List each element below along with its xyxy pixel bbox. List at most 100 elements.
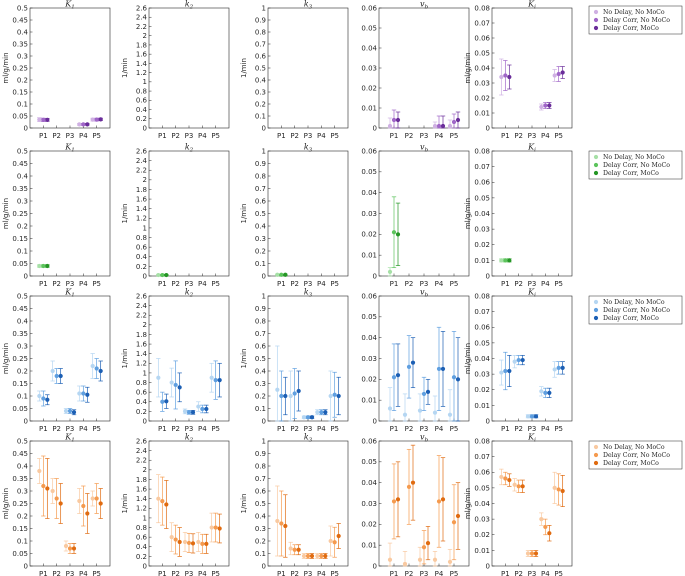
x-tick-label-p3: P3	[185, 570, 194, 576]
data-point-p1	[503, 476, 508, 481]
y-tick-label: 2.6	[136, 147, 148, 155]
y-tick-label: 0.2	[17, 222, 28, 230]
y-tick-label: 0.05	[12, 112, 28, 120]
data-point-p4	[315, 410, 320, 415]
y-tick-label: 0	[143, 124, 147, 132]
data-point-p1	[45, 117, 50, 122]
legend-marker	[593, 154, 599, 160]
data-point-p1	[507, 74, 512, 80]
y-tick-label: 0.04	[361, 479, 377, 487]
y-tick-label: 0.01	[361, 397, 377, 405]
y-tick-label: 0.04	[361, 189, 377, 197]
y-tick-label: 0.25	[12, 64, 28, 72]
plot-frame	[29, 7, 111, 129]
legend-label: Delay Corr, MoCo	[603, 460, 659, 467]
data-point-p5	[451, 375, 457, 380]
y-tick-label: 0	[373, 272, 377, 280]
y-tick-label: 0.02	[361, 231, 377, 239]
plot-frame	[491, 295, 573, 422]
y-tick-label: 1.8	[136, 186, 147, 194]
data-point-p3	[425, 540, 431, 546]
data-point-p3	[63, 408, 69, 414]
panel-title: k2	[185, 433, 194, 444]
data-point-p1	[499, 74, 504, 80]
panel-vb-row-4: 0 0.01 0.02 0.03 0.04 0.05 0.06 P1 P2 P3 P4 P5 vb	[361, 433, 470, 576]
data-point-p4	[85, 392, 90, 397]
x-tick-label-p3: P3	[528, 280, 537, 288]
data-point-p1	[156, 496, 161, 501]
x-tick-label-p3: P3	[420, 425, 429, 433]
y-tick-label: 0.05	[474, 49, 490, 57]
y-tick-label: 2.6	[136, 292, 148, 300]
legend-marker	[593, 452, 599, 458]
x-tick-label-p2: P2	[405, 570, 414, 576]
y-tick-label: 0.3	[255, 525, 266, 533]
panel-Ki-row-2: 0 0.01 0.02 0.03 0.04 0.05 0.06 0.07 0.08 P1 P2 P3 P…	[464, 143, 573, 288]
data-point-p1	[391, 117, 397, 123]
y-tick-label: 0.02	[361, 521, 377, 529]
panel-k3-row-4: 0 0.1 0.2 0.3 0.4 0.5 0.6 0.7 0.8 0.9 1 P1 P2 P3 P4 P5 k…	[240, 433, 349, 576]
y-tick-label: 0.6	[136, 389, 148, 397]
panel-title: k3	[304, 433, 313, 444]
data-point-p5	[209, 525, 214, 530]
data-point-p3	[533, 414, 539, 419]
y-tick-label: 0.5	[17, 147, 28, 155]
panel-title: vb	[420, 0, 429, 10]
plot-frame	[148, 150, 230, 277]
y-tick-label: 0.7	[255, 40, 266, 48]
y-tick-label: 0.03	[361, 64, 377, 72]
y-tick-label: 0.06	[361, 147, 377, 155]
y-tick-label: 0	[24, 562, 28, 570]
x-tick-label-p3: P3	[528, 132, 537, 140]
data-point-p1	[41, 396, 46, 401]
legend-box	[588, 440, 683, 470]
data-point-p1	[45, 397, 50, 402]
panel-K1-row-1: 0 0.05 0.1 0.15 0.2 0.25 0.3 0.35 0.4 0.45 0.5 P1 P2…	[2, 0, 111, 140]
x-tick-label-p3: P3	[420, 280, 429, 288]
legend-label: Delay Corr, MoCo	[603, 170, 659, 177]
y-tick-label: 0.3	[17, 487, 28, 495]
data-point-p4	[77, 122, 82, 127]
x-tick-label-p2: P2	[171, 425, 180, 433]
data-point-p3	[529, 414, 535, 419]
y-tick-label: 0.6	[255, 52, 267, 60]
data-point-p3	[182, 539, 188, 545]
plot-frame	[148, 7, 230, 129]
data-point-p1	[279, 272, 284, 277]
data-point-p4	[315, 553, 320, 559]
plot-frame	[378, 7, 470, 129]
data-point-p1	[160, 399, 165, 404]
panel-title: vb	[420, 143, 429, 154]
data-point-p5	[209, 375, 214, 380]
x-tick-label-p4: P4	[79, 280, 88, 288]
x-tick-label-p1: P1	[390, 570, 399, 576]
data-point-p4	[196, 404, 201, 409]
panel-title: Ki	[527, 0, 536, 10]
y-tick-label: 0.08	[474, 147, 490, 155]
y-tick-label: 0.01	[474, 257, 490, 265]
panel-title: k2	[185, 288, 194, 299]
y-axis-label: 1/min	[121, 348, 129, 368]
data-point-p5	[336, 393, 341, 399]
data-point-p1	[160, 272, 165, 278]
x-tick-label-p5: P5	[330, 425, 339, 433]
y-tick-label: 0.6	[136, 244, 148, 252]
x-tick-label-p2: P2	[290, 132, 299, 140]
data-point-p4	[77, 498, 82, 504]
data-point-p5	[98, 501, 103, 506]
x-tick-label-p3: P3	[304, 280, 313, 288]
data-point-p3	[67, 546, 73, 551]
y-axis-label: 1/min	[121, 58, 129, 78]
x-tick-label-p5: P5	[211, 280, 220, 288]
data-point-p1	[499, 474, 504, 480]
data-point-p1	[164, 272, 169, 278]
y-tick-label: 0.9	[255, 16, 266, 24]
data-point-p5	[94, 366, 99, 371]
x-tick-label-p1: P1	[501, 570, 510, 576]
plot-frame	[267, 7, 349, 129]
plot-frame	[491, 7, 573, 129]
x-tick-label-p1: P1	[158, 132, 167, 140]
data-point-p4	[85, 511, 90, 516]
data-point-p5	[90, 363, 95, 369]
data-point-p2	[177, 539, 182, 545]
